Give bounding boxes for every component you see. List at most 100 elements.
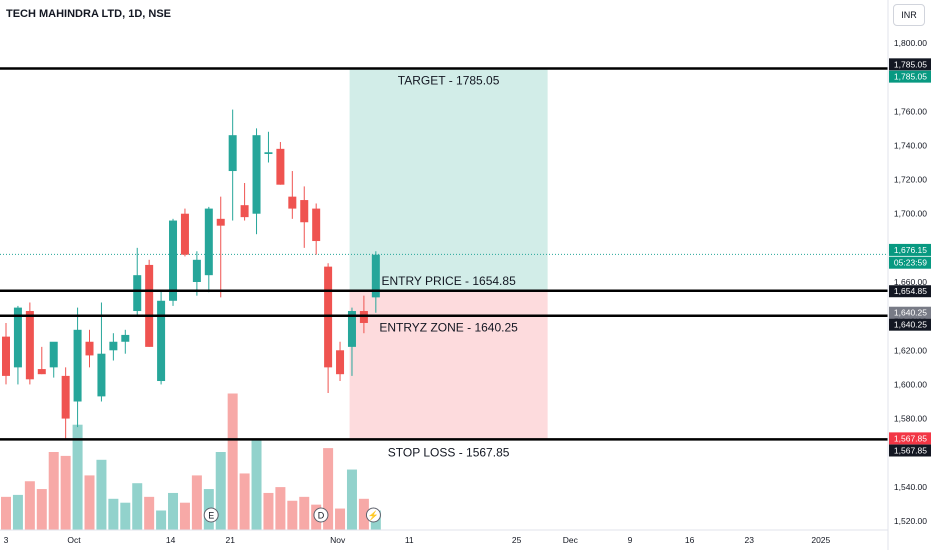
price-badge <box>889 318 931 331</box>
candle-body <box>25 311 34 380</box>
candle-body <box>336 350 345 375</box>
price-badge <box>889 432 931 445</box>
volume-bar <box>215 452 226 530</box>
price-badge-label: 1,676.15 <box>894 245 927 255</box>
volume-bar <box>144 496 155 530</box>
candle-body <box>204 208 213 276</box>
candle-body <box>169 220 178 301</box>
candle-body <box>37 369 46 375</box>
volume-bar <box>156 510 167 530</box>
candle-body <box>192 259 201 282</box>
candle-body <box>359 311 368 323</box>
time-axis-tick: 25 <box>512 535 522 545</box>
event-marker <box>365 507 381 523</box>
candle-body <box>49 341 58 368</box>
time-axis-tick: 14 <box>166 535 176 545</box>
time-axis-tick: 21 <box>226 535 236 545</box>
candle-body <box>2 336 10 376</box>
price-badge <box>889 58 931 71</box>
event-marker-label: E <box>208 511 214 521</box>
time-axis-tick: Nov <box>330 535 346 545</box>
candle-body <box>240 205 249 218</box>
currency-selector[interactable]: INR <box>893 4 925 26</box>
candle-body <box>121 334 130 342</box>
candle-body <box>13 307 22 368</box>
time-axis-tick: 3 <box>4 535 9 545</box>
volume-bar <box>48 452 59 530</box>
target-zone <box>349 68 548 291</box>
event-marker-label: D <box>318 511 325 521</box>
price-badge-label: 1,567.85 <box>894 445 927 455</box>
time-axis-tick: 23 <box>745 535 755 545</box>
volume-bar <box>12 494 23 530</box>
price-badge-label: 1,567.85 <box>894 433 927 443</box>
price-badge-label: 05:23:59 <box>894 258 927 268</box>
time-axis-tick: Dec <box>563 535 579 545</box>
volume-bar <box>239 473 250 530</box>
candle-body <box>133 275 142 312</box>
price-axis-tick: 1,600.00 <box>894 379 927 389</box>
volume-bar <box>346 469 357 530</box>
price-badge-label: 1,785.05 <box>894 59 927 69</box>
price-axis-tick: 1,620.00 <box>894 345 927 355</box>
candle-body <box>85 341 94 356</box>
volume-bar <box>132 483 143 530</box>
price-badge-label: 1,640.25 <box>894 308 927 318</box>
volume-bar <box>263 492 274 530</box>
price-axis-tick: 1,740.00 <box>894 140 927 150</box>
time-axis-tick: Oct <box>67 535 81 545</box>
target-label: TARGET - 1785.05 <box>398 74 500 88</box>
candle-body <box>61 375 70 419</box>
volume-bar <box>168 492 179 530</box>
volume-bar <box>299 496 310 530</box>
volume-bar <box>251 440 262 530</box>
candle-body <box>324 266 333 368</box>
candle-body <box>145 264 154 347</box>
price-badge <box>889 70 931 83</box>
price-axis <box>888 0 932 550</box>
volume-bar <box>60 455 71 530</box>
volume-bar <box>335 508 346 530</box>
candle-body <box>73 329 82 402</box>
candle-body <box>157 300 166 382</box>
volume-bar <box>227 393 238 530</box>
price-axis-tick: 1,700.00 <box>894 209 927 219</box>
event-marker-label: ⚡ <box>368 510 379 522</box>
candle-body <box>228 135 237 172</box>
stop-loss-label: STOP LOSS - 1567.85 <box>388 445 510 459</box>
candle-body <box>276 148 285 185</box>
price-axis-tick: 1,720.00 <box>894 175 927 185</box>
candle-body <box>180 213 189 255</box>
candle-body <box>300 200 309 223</box>
candle-body <box>288 196 297 209</box>
time-axis-tick: 11 <box>405 535 414 545</box>
volume-bar <box>1 496 11 530</box>
entry-zone-label: ENTRYZ ZONE - 1640.25 <box>379 321 518 335</box>
price-axis-tick: 1,760.00 <box>894 106 927 116</box>
candle-body <box>252 135 261 214</box>
volume-bar <box>358 498 369 530</box>
price-axis-tick: 1,520.00 <box>894 516 927 526</box>
time-axis-tick: 9 <box>628 535 633 545</box>
candle-body <box>347 311 356 347</box>
price-axis-tick: 1,540.00 <box>894 482 927 492</box>
price-axis-tick: 1,660.00 <box>894 277 927 287</box>
price-badge <box>889 444 931 457</box>
time-axis-tick: 2025 <box>811 535 830 545</box>
price-badge-label: 1,785.05 <box>894 72 927 82</box>
volume-bar <box>108 498 119 530</box>
candle-body <box>97 353 106 397</box>
volume-bar <box>96 459 107 530</box>
volume-bar <box>72 424 83 530</box>
price-badge <box>889 243 931 256</box>
candle-body <box>109 341 118 351</box>
volume-bar <box>275 487 286 530</box>
volume-bar <box>84 475 95 530</box>
entry-price-label: ENTRY PRICE - 1654.85 <box>381 274 516 288</box>
event-marker <box>313 507 329 523</box>
volume-bar <box>120 502 131 530</box>
volume-bar <box>179 502 190 530</box>
price-axis-tick: 1,800.00 <box>894 38 927 48</box>
